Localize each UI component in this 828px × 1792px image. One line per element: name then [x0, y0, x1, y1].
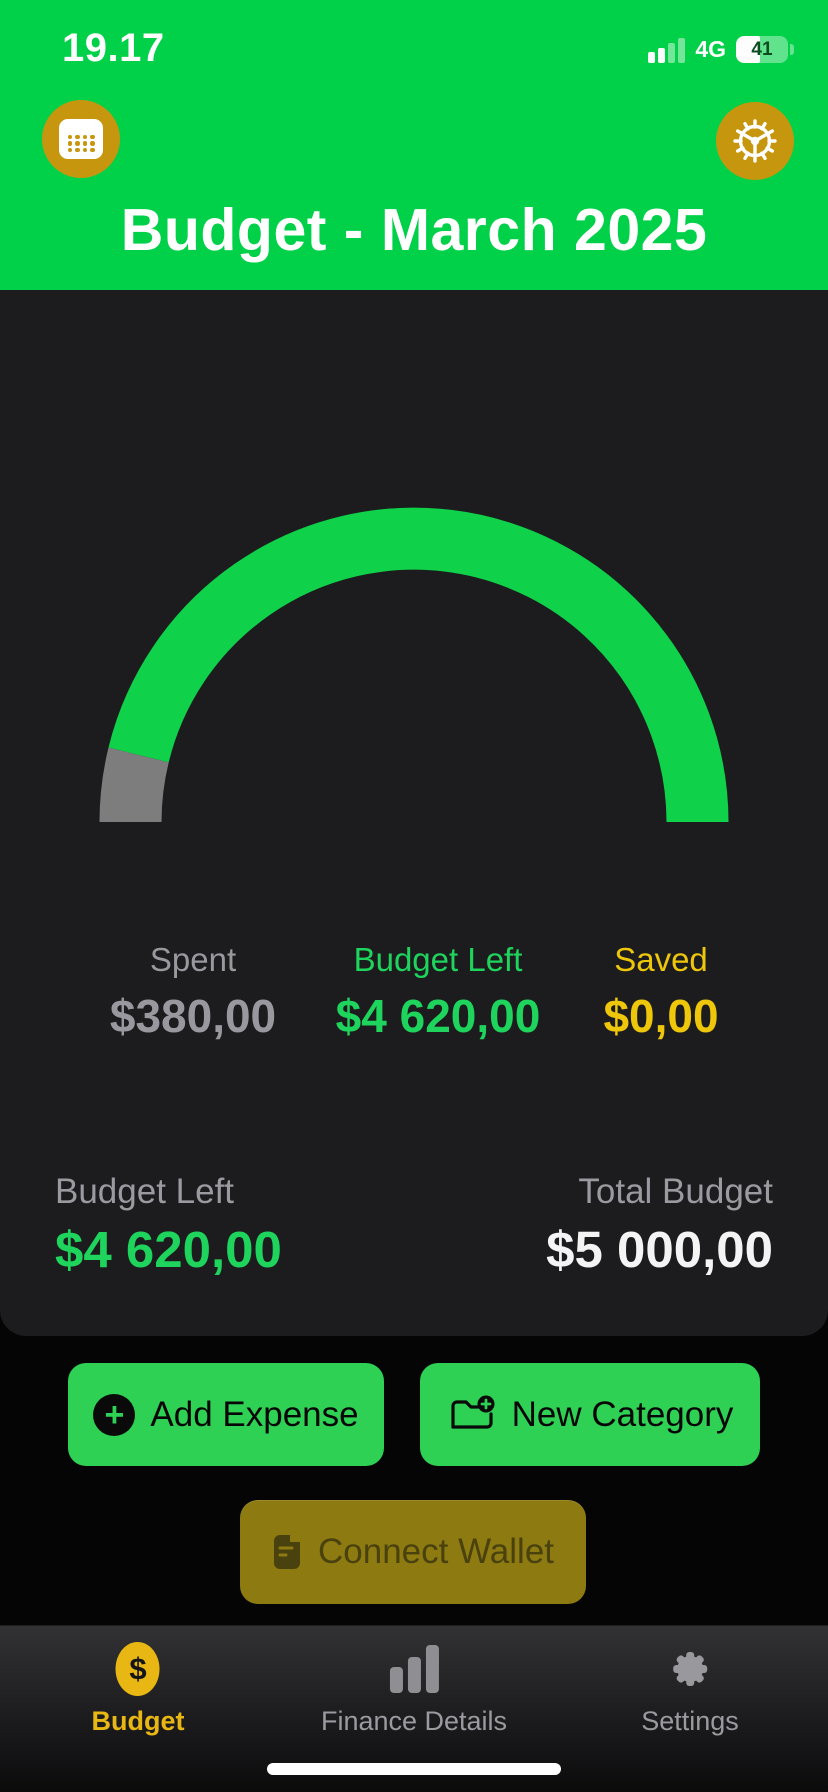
folder-plus-icon: [451, 1395, 495, 1429]
stat-budget-left-label: Budget Left: [353, 941, 523, 978]
stat-spent-label: Spent: [149, 941, 237, 978]
add-expense-label: Add Expense: [150, 1394, 359, 1434]
battery-percent: 41: [751, 38, 773, 60]
network-type-label: 4G: [695, 36, 726, 62]
add-expense-button[interactable]: + Add Expense: [68, 1363, 384, 1466]
home-indicator[interactable]: [267, 1763, 561, 1775]
status-indicators: 4G 41: [648, 36, 794, 63]
summary-budget-left-value: $4 620,00: [55, 1221, 282, 1278]
signal-strength-icon: [648, 37, 686, 63]
stat-saved: Saved $0,00: [603, 941, 718, 1043]
settings-button[interactable]: [716, 102, 794, 180]
summary-total-budget: Total Budget $5 000,00: [546, 1172, 773, 1279]
bar-chart-icon: [389, 1645, 439, 1693]
battery-fill: [736, 36, 761, 63]
connect-wallet-label: Connect Wallet: [317, 1532, 555, 1571]
summary-total-budget-label: Total Budget: [578, 1172, 773, 1211]
gear-icon: [733, 119, 777, 163]
tab-settings-label: Settings: [641, 1706, 739, 1736]
dollar-coin-icon: $: [115, 1642, 160, 1696]
battery-nub: [790, 44, 794, 55]
battery-icon: 41: [736, 36, 794, 63]
tab-finance-details-label: Finance Details: [320, 1706, 508, 1736]
calendar-button[interactable]: [42, 100, 120, 178]
plus-circle-icon: +: [93, 1393, 136, 1436]
stat-budget-left-value: $4 620,00: [335, 990, 541, 1042]
tab-finance-details[interactable]: Finance Details: [321, 1640, 507, 1737]
stat-budget-left: Budget Left $4 620,00: [336, 941, 541, 1043]
stat-saved-label: Saved: [614, 941, 708, 978]
calendar-icon: [59, 119, 103, 159]
wallet-icon: [273, 1533, 300, 1569]
page-title: Budget - March 2025: [120, 197, 708, 263]
new-category-button[interactable]: New Category: [420, 1363, 760, 1466]
summary-budget-left: Budget Left $4 620,00: [55, 1172, 282, 1279]
stat-saved-value: $0,00: [603, 990, 719, 1042]
summary-total-budget-value: $5 000,00: [546, 1221, 773, 1278]
status-time: 19.17: [62, 26, 165, 70]
tab-settings[interactable]: Settings: [641, 1640, 739, 1737]
stat-spent: Spent $380,00: [110, 941, 276, 1043]
tab-budget[interactable]: $ Budget: [91, 1640, 185, 1737]
stat-spent-value: $380,00: [109, 990, 277, 1042]
summary-budget-left-label: Budget Left: [55, 1172, 235, 1211]
header: 19.17 4G 41: [0, 0, 828, 290]
new-category-label: New Category: [511, 1394, 734, 1434]
gear-icon: [673, 1652, 707, 1686]
tab-budget-label: Budget: [91, 1706, 185, 1736]
connect-wallet-button[interactable]: Connect Wallet: [240, 1500, 586, 1604]
